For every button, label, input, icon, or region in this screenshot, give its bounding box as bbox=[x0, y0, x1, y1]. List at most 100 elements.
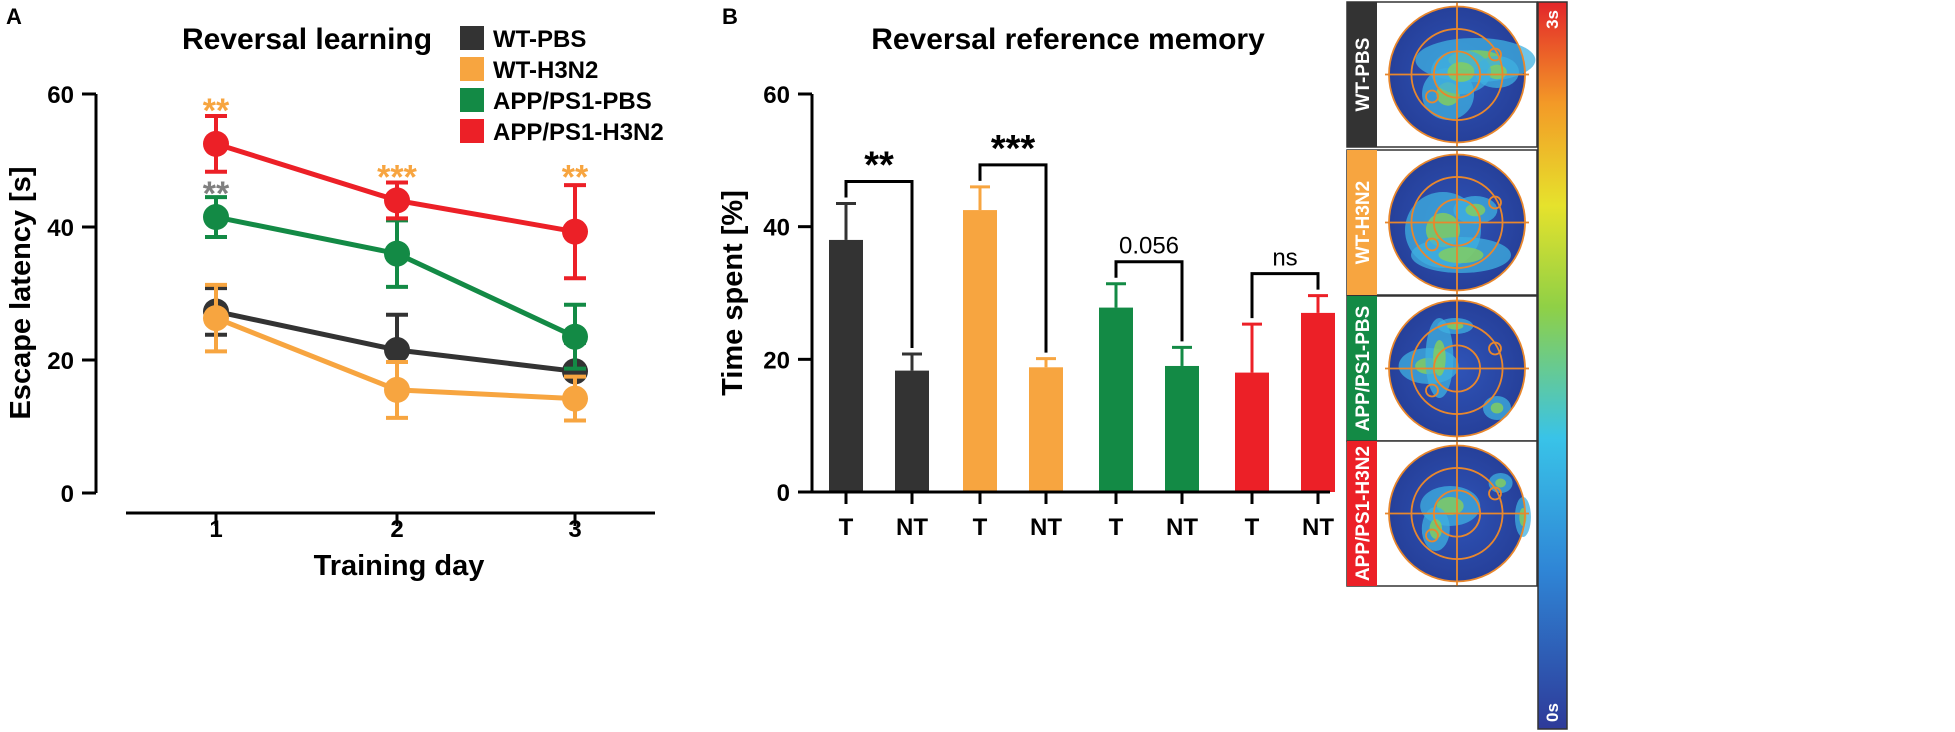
heatmap-row-app-ps1-h3n2: APP/PS1-H3N2 bbox=[1346, 440, 1538, 587]
bar-category-label: T bbox=[1245, 514, 1260, 541]
panel-b-letter: B bbox=[722, 4, 738, 29]
heatmap-row-app-ps1-pbs: APP/PS1-PBS bbox=[1346, 295, 1538, 442]
bar-category-label: NT bbox=[1030, 514, 1062, 541]
legend-label: WT-H3N2 bbox=[493, 57, 598, 84]
bar-chart-title: Reversal reference memory bbox=[871, 23, 1265, 56]
heat-blob-core bbox=[1495, 478, 1506, 488]
bar bbox=[895, 370, 929, 492]
series-wt-h3n2 bbox=[203, 282, 588, 423]
heatmap-label: APP/PS1-PBS bbox=[1353, 306, 1374, 432]
platform-target-icon bbox=[1488, 486, 1502, 501]
significance-label: ** bbox=[203, 175, 230, 213]
bar bbox=[829, 239, 863, 492]
bar-group-app-ps1-pbs: T NT 0.056 bbox=[1099, 233, 1199, 541]
x-tick-label: 3 bbox=[568, 516, 581, 543]
legend-swatch bbox=[460, 119, 484, 143]
bar-group-wt-h3n2: T NT *** bbox=[963, 128, 1063, 541]
y-tick-label: 60 bbox=[47, 82, 74, 109]
x-tick-label: 2 bbox=[390, 516, 403, 543]
colorbar bbox=[1537, 1, 1568, 730]
series-app-ps1-pbs bbox=[203, 195, 588, 371]
significance-label: *** bbox=[991, 128, 1036, 170]
bar bbox=[963, 210, 997, 493]
x-tick-label: 1 bbox=[209, 516, 222, 543]
bar-category-label: NT bbox=[1302, 514, 1334, 541]
legend-swatch bbox=[460, 57, 484, 81]
heatmap-row-wt-pbs: WT-PBS bbox=[1346, 1, 1538, 148]
y-tick-label: 20 bbox=[47, 348, 74, 375]
platform-opposite-icon bbox=[1425, 383, 1439, 398]
significance-label: ** bbox=[203, 92, 230, 130]
significance-bracket bbox=[978, 163, 1048, 353]
heat-blob-core bbox=[1438, 246, 1484, 264]
bar bbox=[1165, 365, 1199, 492]
legend-label: WT-PBS bbox=[493, 26, 586, 53]
significance-label: 0.056 bbox=[1119, 233, 1179, 260]
heat-blob-core bbox=[1490, 402, 1504, 414]
legend-item-wt-h3n2: WT-H3N2 bbox=[460, 57, 598, 84]
heatmap-label: APP/PS1-H3N2 bbox=[1353, 446, 1374, 581]
heat-blob-core bbox=[1433, 340, 1446, 376]
data-point bbox=[562, 218, 588, 245]
significance-label: ** bbox=[864, 144, 894, 186]
data-point bbox=[203, 204, 229, 231]
significance-bracket bbox=[1250, 272, 1320, 319]
significance-label: *** bbox=[377, 158, 417, 196]
heatmap-label: WT-H3N2 bbox=[1353, 181, 1374, 264]
bar-category-label: T bbox=[973, 514, 988, 541]
platform-opposite-icon bbox=[1425, 528, 1439, 543]
data-point bbox=[384, 376, 410, 403]
data-point bbox=[562, 385, 588, 412]
y-tick-label: 60 bbox=[763, 82, 790, 109]
significance-bracket bbox=[844, 179, 914, 349]
data-point bbox=[203, 130, 229, 157]
bar bbox=[1235, 372, 1269, 492]
y-tick-label: 40 bbox=[763, 215, 790, 242]
heatmap-row-wt-h3n2: WT-H3N2 bbox=[1346, 149, 1538, 296]
line-chart-title: Reversal learning bbox=[182, 23, 432, 56]
heatmap-label-box bbox=[1347, 150, 1377, 295]
series-app-ps1-h3n2 bbox=[203, 113, 588, 281]
data-point bbox=[384, 337, 410, 364]
data-point bbox=[384, 240, 410, 267]
significance-label: ** bbox=[562, 158, 589, 196]
legend-swatch bbox=[460, 26, 484, 50]
data-point bbox=[384, 187, 410, 214]
legend-swatch bbox=[460, 88, 484, 112]
bar-chart-y-axis-label: Time spent [%] bbox=[717, 190, 749, 396]
line-chart-x-axis-label: Training day bbox=[314, 550, 485, 582]
legend-item-app-ps1-h3n2: APP/PS1-H3N2 bbox=[460, 119, 664, 146]
data-point bbox=[203, 305, 229, 332]
line-chart-y-axis-label: Escape latency [s] bbox=[5, 166, 37, 419]
platform-opposite-icon bbox=[1425, 89, 1439, 104]
legend-label: APP/PS1-H3N2 bbox=[493, 119, 664, 146]
heatmap-label-box bbox=[1347, 2, 1377, 147]
bar-group-app-ps1-h3n2: T NT ns bbox=[1235, 245, 1335, 541]
platform-target-icon bbox=[1488, 195, 1502, 210]
colorbar-max-label: 3s bbox=[1543, 10, 1562, 29]
heat-blob-core bbox=[1465, 203, 1486, 217]
y-tick-label: 40 bbox=[47, 215, 74, 242]
heatmap-label-box bbox=[1347, 296, 1377, 441]
bar-category-label: NT bbox=[896, 514, 928, 541]
significance-bracket bbox=[1114, 260, 1184, 342]
bar-group-wt-pbs: T NT ** bbox=[829, 144, 929, 541]
legend-label: APP/PS1-PBS bbox=[493, 88, 652, 115]
platform-opposite-icon bbox=[1425, 237, 1439, 252]
platform-target-icon bbox=[1488, 341, 1502, 356]
legend-item-app-ps1-pbs: APP/PS1-PBS bbox=[460, 88, 652, 115]
data-point bbox=[562, 323, 588, 350]
heatmap-label: WT-PBS bbox=[1353, 38, 1374, 112]
significance-label: ns bbox=[1272, 245, 1297, 272]
bar bbox=[1029, 367, 1063, 492]
bar-category-label: T bbox=[839, 514, 854, 541]
bar-category-label: NT bbox=[1166, 514, 1198, 541]
heatmap-label-box bbox=[1347, 441, 1377, 586]
bar bbox=[1301, 312, 1335, 492]
bar bbox=[1099, 307, 1133, 492]
y-tick-label: 20 bbox=[763, 347, 790, 374]
line-chart-panel: Reversal learning Escape latency [s] Tra… bbox=[5, 23, 664, 582]
y-tick-label: 0 bbox=[61, 481, 74, 508]
platform-target-icon bbox=[1488, 47, 1502, 62]
